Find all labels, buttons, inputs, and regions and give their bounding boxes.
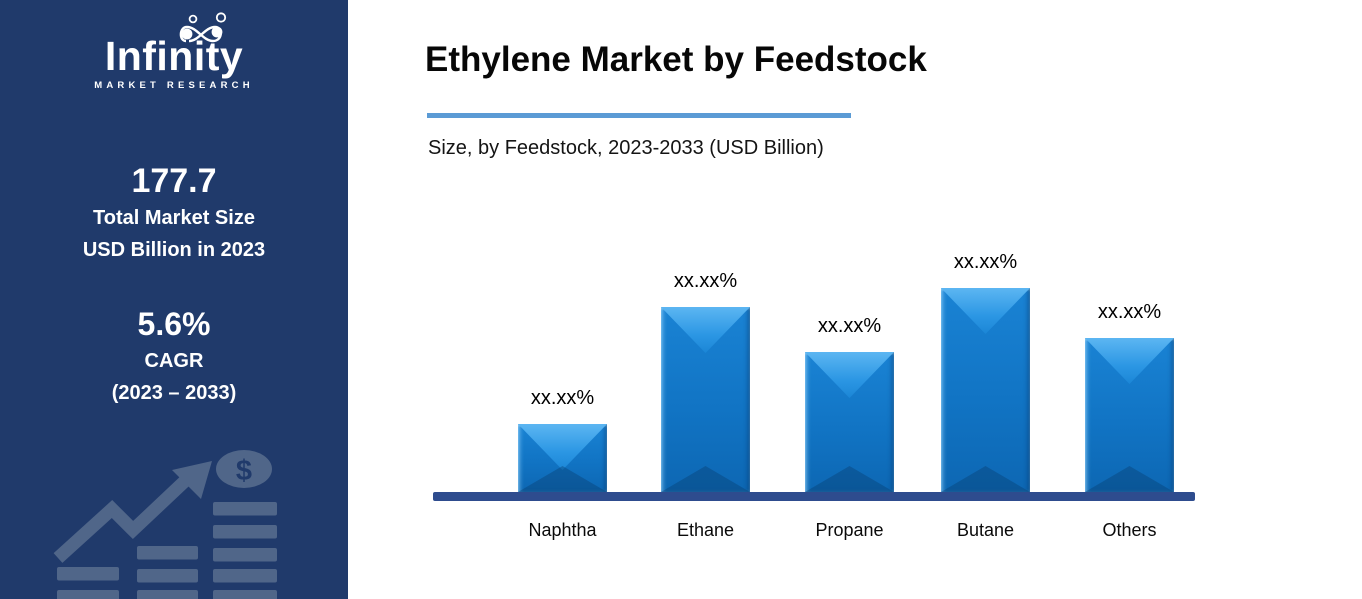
logo: Infinity MARKET RESEARCH bbox=[0, 12, 348, 91]
logo-wordmark: Infinity bbox=[104, 33, 244, 79]
sidebar: Infinity MARKET RESEARCH 177.7 Total Mar… bbox=[0, 0, 348, 599]
stat-value: 177.7 bbox=[131, 162, 217, 200]
stat-label: USD Billion in 2023 bbox=[82, 239, 266, 261]
bar-group-ethane: xx.xx% Ethane bbox=[661, 0, 750, 540]
bar-value-label: xx.xx% bbox=[953, 251, 1018, 273]
stat-total-market-size: 177.7 Total Market Size USD Billion in 2… bbox=[0, 160, 348, 266]
bar-propane bbox=[805, 352, 894, 492]
bar-group-naphtha: xx.xx% Naphtha bbox=[518, 0, 607, 540]
bar-value-label: xx.xx% bbox=[817, 315, 882, 337]
x-axis-label-naphtha: Naphtha bbox=[528, 520, 597, 540]
bar-value-label: xx.xx% bbox=[1097, 301, 1162, 323]
bar-others bbox=[1085, 338, 1174, 492]
bar-group-others: xx.xx% Others bbox=[1085, 0, 1174, 540]
x-axis-label-propane: Propane bbox=[815, 520, 884, 540]
bar-butane bbox=[941, 288, 1030, 492]
stat-cagr: 5.6% CAGR (2023 – 2033) bbox=[0, 303, 348, 409]
stat-label: CAGR bbox=[144, 350, 204, 372]
stat-value: 5.6% bbox=[137, 306, 211, 342]
bar-value-label: xx.xx% bbox=[673, 270, 738, 292]
x-axis-label-butane: Butane bbox=[956, 520, 1015, 540]
dollar-sign-glyph: $ bbox=[236, 455, 252, 487]
bar-stacks-icon bbox=[57, 502, 277, 599]
x-axis-label-ethane: Ethane bbox=[676, 520, 735, 540]
bar-value-label: xx.xx% bbox=[530, 387, 595, 409]
dollar-coin-icon bbox=[216, 450, 272, 488]
growth-arrow-icon bbox=[53, 461, 212, 563]
stat-label: (2023 – 2033) bbox=[111, 382, 237, 404]
infinity-logo-icon bbox=[179, 12, 227, 43]
bar-group-propane: xx.xx% Propane bbox=[805, 0, 894, 540]
bar-ethane bbox=[661, 307, 750, 492]
stat-label: Total Market Size bbox=[93, 207, 255, 229]
title-underline bbox=[427, 113, 851, 118]
x-axis-label-others: Others bbox=[1102, 520, 1157, 540]
bar-group-butane: xx.xx% Butane bbox=[941, 0, 1030, 540]
logo-tagline: MARKET RESEARCH bbox=[94, 80, 254, 91]
chart-title: Ethylene Market by Feedstock bbox=[425, 40, 927, 79]
chart-subtitle: Size, by Feedstock, 2023-2033 (USD Billi… bbox=[428, 137, 824, 159]
growth-chart-decoration: $ bbox=[53, 450, 277, 599]
bar-naphtha bbox=[518, 424, 607, 492]
x-axis-baseline bbox=[433, 492, 1195, 501]
